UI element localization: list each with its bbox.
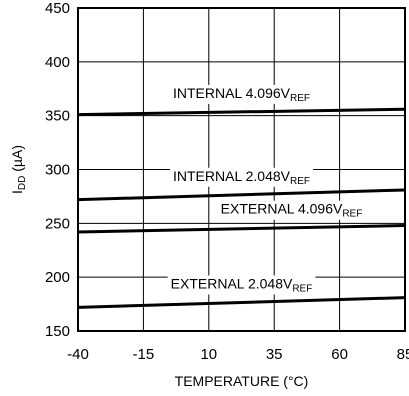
plot-frame (77, 7, 406, 332)
y-axis-title-sub: DD (17, 176, 28, 190)
series-label-bg-0 (170, 84, 313, 104)
series-label-0: INTERNAL 4.096VREF (170, 84, 313, 104)
y-tick-label-2: 250 (45, 215, 70, 232)
series-label-3: EXTERNAL 2.048VREF (167, 275, 316, 295)
y-tick-label-0: 150 (45, 323, 70, 340)
series-name-sub-1: REF (290, 176, 310, 187)
x-tick-label-3: 35 (266, 346, 283, 363)
y-tick-label-4: 350 (45, 108, 70, 125)
x-tick-labels: -40 -15 10 35 60 85 (67, 346, 409, 363)
x-tick-label-5: 85 (397, 346, 409, 363)
series-line-3 (77, 296, 406, 309)
x-tick-label-4: 60 (331, 346, 348, 363)
series-name-3: EXTERNAL 2.048V (171, 275, 293, 291)
series-name-sub-3: REF (292, 283, 312, 294)
series-label-text-0: INTERNAL 4.096VREF (173, 85, 310, 104)
y-tick-label-3: 300 (45, 162, 70, 179)
y-tick-label-1: 200 (45, 269, 70, 286)
series-label-text-2: EXTERNAL 4.096VREF (221, 201, 363, 220)
x-axis-title: TEMPERATURE (°C) (175, 373, 309, 389)
x-tick-label-2: 10 (200, 346, 217, 363)
x-tick-label-0: -40 (67, 346, 89, 363)
series-label-bg-3 (167, 275, 316, 295)
series-line-0 (77, 107, 406, 117)
y-axis-title-main: I (9, 190, 25, 194)
series-label-1: INTERNAL 2.048VREF (170, 167, 313, 187)
y-tick-label-5: 400 (45, 54, 70, 71)
series-name-2: EXTERNAL 4.096V (221, 201, 343, 217)
y-tick-label-6: 450 (45, 0, 70, 17)
y-axis-title: IDD (µA) (9, 145, 28, 194)
y-axis-title-rest: (µA) (9, 145, 25, 176)
x-tick-label-1: -15 (133, 346, 155, 363)
series-line-2 (77, 223, 406, 234)
series-line-1 (77, 188, 406, 202)
series-name-0: INTERNAL 4.096V (173, 85, 291, 101)
series-name-sub-2: REF (342, 209, 362, 220)
series-label-text-3: EXTERNAL 2.048VREF (171, 275, 313, 294)
series-label-bg-1 (170, 167, 313, 187)
series-label-bg-2 (217, 200, 366, 220)
series-name-1: INTERNAL 2.048V (173, 168, 291, 184)
series-label-2: EXTERNAL 4.096VREF (217, 200, 366, 220)
series-label-text-1: INTERNAL 2.048VREF (173, 168, 310, 187)
y-tick-labels: 150 200 250 300 350 400 450 (45, 0, 70, 340)
series-lines (77, 107, 406, 309)
series-name-sub-0: REF (290, 93, 310, 104)
